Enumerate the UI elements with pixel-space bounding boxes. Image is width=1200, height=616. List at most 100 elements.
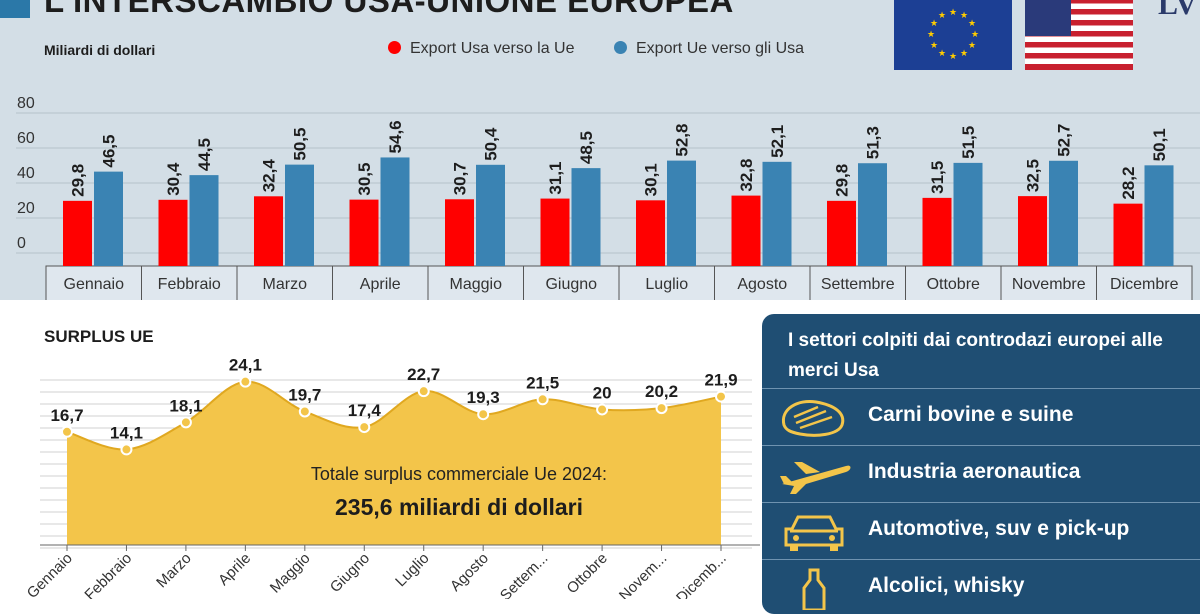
- bar-data-label: 51,5: [959, 126, 978, 159]
- svg-text:★: ★: [949, 52, 957, 62]
- svg-text:★: ★: [949, 8, 957, 18]
- steak-icon: [781, 399, 845, 437]
- bar-eu-export: [762, 161, 792, 266]
- area-point: [417, 385, 430, 398]
- bar-x-tick-label: Settembre: [821, 276, 895, 293]
- bar-us-export: [636, 200, 665, 266]
- svg-text:★: ★: [938, 49, 946, 59]
- bar-data-label: 46,5: [100, 135, 119, 168]
- bar-us-export: [63, 200, 92, 266]
- area-data-label: 19,3: [467, 388, 500, 407]
- bar-eu-export: [858, 163, 887, 266]
- bar-data-label: 29,8: [69, 164, 88, 197]
- bar-eu-export: [476, 164, 505, 266]
- bar-x-tick-label: Giugno: [545, 276, 597, 293]
- bar-eu-export: [1144, 165, 1174, 266]
- svg-text:★: ★: [971, 30, 979, 40]
- bar-data-label: 51,3: [864, 126, 883, 159]
- area-point: [298, 405, 311, 418]
- bar-data-label: 50,1: [1150, 128, 1169, 161]
- area-data-label: 19,7: [288, 385, 321, 404]
- legend-us-export: Export Usa verso la Ue: [388, 40, 575, 58]
- area-point: [655, 402, 668, 415]
- area-x-tick-label: Aprile: [215, 550, 254, 589]
- bar-data-label: 54,6: [386, 120, 405, 153]
- bar-eu-export: [953, 162, 983, 266]
- area-data-label: 17,4: [348, 401, 382, 420]
- bar-data-label: 30,4: [164, 162, 183, 196]
- bar-us-export: [922, 197, 952, 266]
- area-point: [239, 375, 252, 388]
- bar-x-tick-label: Dicembre: [1110, 276, 1179, 293]
- bar-y-tick-label: 60: [17, 130, 35, 147]
- bar-eu-export: [1049, 160, 1078, 266]
- bar-chart-ylabel: Miliardi di dollari: [44, 42, 156, 58]
- bar-data-label: 52,1: [768, 125, 787, 158]
- bar-data-label: 30,5: [355, 163, 374, 196]
- area-point: [120, 443, 133, 456]
- bar-data-label: 31,5: [928, 161, 947, 194]
- eu-flag-icon: ★ ★★ ★★★ ★★★ ★★★: [894, 0, 1012, 70]
- sector-item: Industria aeronautica: [762, 445, 1200, 502]
- svg-text:★: ★: [960, 11, 968, 21]
- area-data-label: 20: [593, 383, 612, 402]
- bar-x-tick-label: Gennaio: [64, 276, 125, 293]
- bar-chart: 0 20 40 60 80 Gennaio 29,8 46,5 Febbraio 30,4 44,5…: [16, 95, 1200, 300]
- bar-data-label: 48,5: [577, 131, 596, 164]
- bar-data-label: 44,5: [195, 138, 214, 171]
- bar-eu-export: [571, 168, 601, 266]
- bar-us-export: [540, 198, 570, 266]
- area-chart: 16,7 Gennaio 14,1 Febbraio 18,1 Marzo 24,1 Apri…: [24, 356, 760, 599]
- bar-x-tick-label: Luglio: [645, 276, 688, 293]
- bottle-icon: [802, 568, 826, 610]
- area-data-label: 16,7: [50, 406, 83, 425]
- area-x-tick-label: Luglio: [392, 550, 432, 590]
- sector-label: Carni bovine e suine: [868, 403, 1074, 426]
- page-title: L'INTERSCAMBIO USA-UNIONE EUROPEA: [44, 0, 734, 19]
- area-x-tick-label: Gennaio: [24, 550, 76, 599]
- bar-x-tick-label: Marzo: [263, 276, 308, 293]
- bar-y-tick-label: 0: [17, 235, 26, 252]
- bar-eu-export: [380, 157, 410, 266]
- bar-us-export: [349, 199, 379, 266]
- area-point: [715, 390, 727, 403]
- bar-data-label: 32,4: [260, 159, 279, 193]
- publisher-logo: LV: [1158, 0, 1197, 21]
- area-data-label: 14,1: [110, 423, 143, 442]
- area-x-tick-label: Maggio: [267, 550, 314, 597]
- area-data-label: 21,9: [704, 371, 737, 390]
- legend-us-label: Export Usa verso la Ue: [410, 40, 575, 57]
- area-x-tick-label: Novem...: [616, 550, 670, 599]
- area-data-label: 21,5: [526, 373, 559, 392]
- bar-x-tick-label: Novembre: [1012, 276, 1086, 293]
- bar-data-label: 50,5: [291, 128, 310, 161]
- bar-data-label: 32,8: [737, 159, 756, 192]
- area-point: [61, 425, 73, 438]
- area-point: [596, 403, 609, 416]
- sector-label: Alcolici, whisky: [868, 574, 1025, 597]
- svg-text:★: ★: [927, 30, 935, 40]
- bar-data-label: 31,1: [546, 161, 565, 194]
- bar-eu-export: [285, 164, 314, 266]
- bar-us-export: [254, 196, 283, 266]
- bar-us-export: [827, 200, 856, 266]
- bar-y-tick-label: 20: [17, 200, 35, 217]
- area-x-tick-label: Giugno: [327, 550, 373, 596]
- airplane-icon: [780, 462, 851, 494]
- area-x-tick-label: Febbraio: [81, 550, 135, 599]
- bar-data-label: 30,1: [642, 163, 661, 196]
- area-point: [179, 416, 192, 429]
- bar-y-tick-label: 40: [17, 165, 35, 182]
- sector-label: Automotive, suv e pick-up: [868, 517, 1130, 540]
- bar-y-tick-label: 80: [17, 95, 35, 112]
- svg-text:★: ★: [930, 19, 938, 29]
- bar-x-tick-label: Maggio: [450, 276, 503, 293]
- area-point: [536, 393, 549, 406]
- area-x-tick-label: Marzo: [153, 550, 194, 591]
- sector-item: Alcolici, whisky: [762, 559, 1200, 616]
- us-flag-icon: [1025, 0, 1133, 70]
- area-data-label: 22,7: [407, 365, 440, 384]
- area-data-label: 20,2: [645, 382, 678, 401]
- bar-data-label: 28,2: [1119, 167, 1138, 200]
- bar-x-tick-label: Ottobre: [927, 276, 980, 293]
